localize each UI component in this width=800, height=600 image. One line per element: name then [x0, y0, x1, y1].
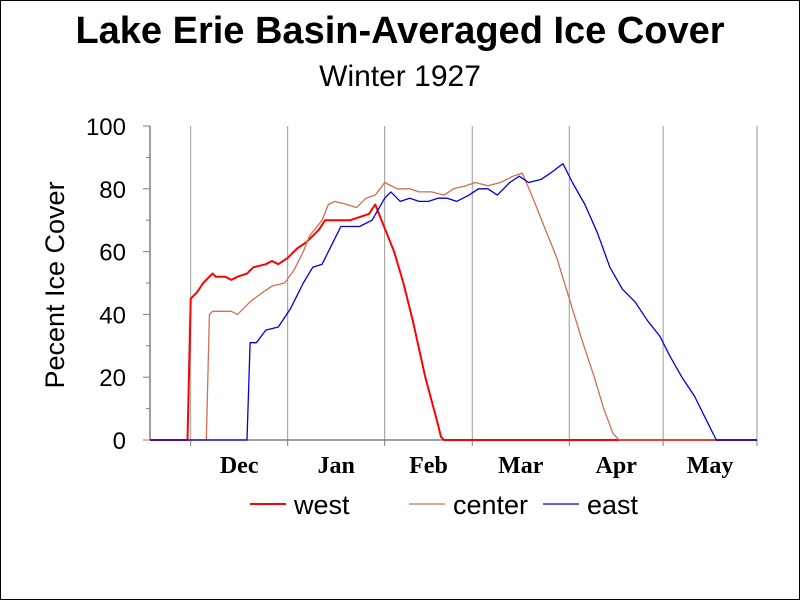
x-tick-label: Jan: [317, 453, 354, 479]
x-tick-label: Feb: [409, 453, 448, 479]
y-axis-label: Pecent Ice Cover: [40, 181, 70, 388]
legend-label-east: east: [587, 490, 639, 520]
x-tick-label: Mar: [498, 453, 544, 479]
series-line-east: [150, 163, 757, 441]
x-tick-label: Dec: [220, 453, 259, 479]
chart-subtitle: Winter 1927: [319, 60, 481, 93]
plot-area: [150, 126, 757, 440]
series-line-center: [150, 172, 757, 441]
series-line-west: [150, 203, 757, 441]
y-tick-label: 20: [99, 365, 126, 392]
x-tick-label: May: [687, 453, 734, 479]
legend-label-center: center: [453, 490, 528, 520]
y-tick-label: 80: [99, 177, 126, 204]
y-tick-label: 40: [99, 302, 126, 329]
y-tick-label: 0: [113, 428, 126, 455]
y-tick-label: 100: [86, 114, 126, 141]
chart-title: Lake Erie Basin-Averaged Ice Cover: [75, 10, 725, 52]
y-tick-label: 60: [99, 240, 126, 267]
legend-label-west: west: [293, 490, 350, 520]
x-tick-label: Apr: [596, 453, 638, 479]
